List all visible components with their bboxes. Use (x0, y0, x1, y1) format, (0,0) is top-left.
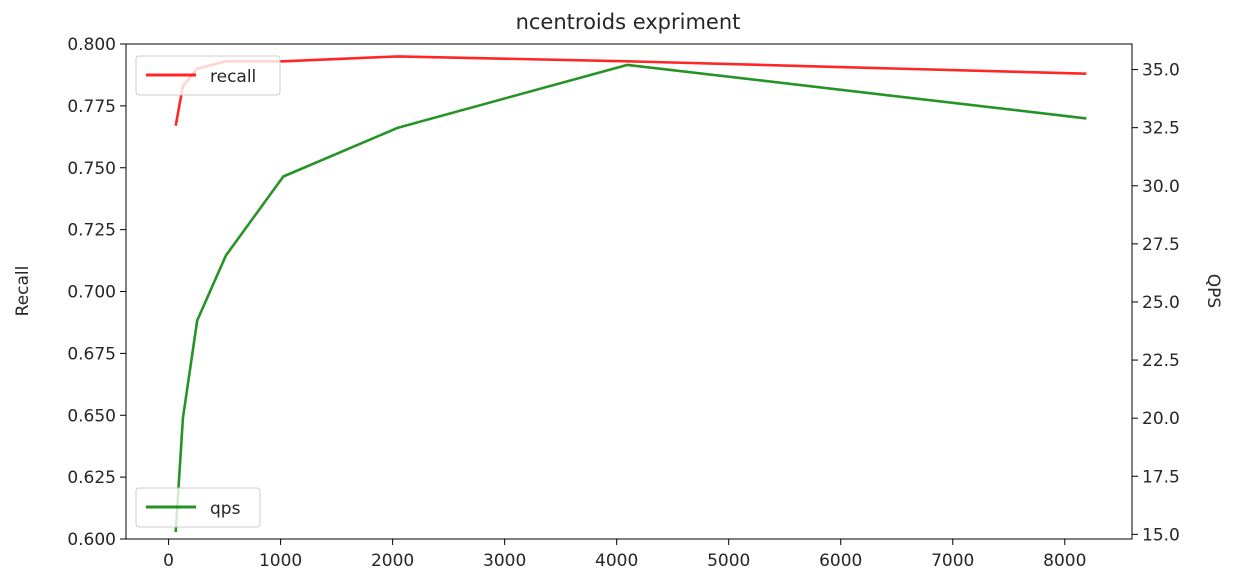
right-y-tick-label: 25.0 (1142, 293, 1180, 313)
right-y-tick-label: 30.0 (1142, 177, 1180, 197)
left-y-tick-label: 0.625 (67, 468, 116, 488)
left-y-tick-label: 0.800 (67, 35, 116, 55)
legend-recall: recall (135, 55, 281, 96)
right-y-tick-label: 22.5 (1142, 351, 1180, 371)
left-y-tick-label: 0.725 (67, 221, 116, 241)
right-y-tick-label: 32.5 (1142, 119, 1180, 139)
legend-box (135, 487, 261, 528)
x-tick-label: 2000 (371, 551, 414, 571)
legend-label-recall: recall (210, 67, 256, 87)
right-y-tick-label: 20.0 (1142, 409, 1180, 429)
left-axis-title: Recall (13, 266, 33, 317)
left-y-tick-label: 0.700 (67, 283, 116, 303)
right-y-tick-label: 35.0 (1142, 61, 1180, 81)
right-y-tick-label: 17.5 (1142, 467, 1180, 487)
x-tick-label: 8000 (1043, 551, 1086, 571)
x-tick-label: 1000 (259, 551, 302, 571)
right-axis-title: QPS (1203, 274, 1223, 308)
left-y-tick-label: 0.675 (67, 344, 116, 364)
x-axis: 0 1000 2000 3000 4000 5000 6000 7000 8000 (163, 539, 1086, 571)
right-y-axis: 15.0 17.5 20.0 22.5 25.0 27.5 30.0 32.5 35.0 (1132, 61, 1180, 545)
x-tick-label: 4000 (595, 551, 638, 571)
x-tick-label: 7000 (931, 551, 974, 571)
left-y-tick-label: 0.650 (67, 406, 116, 426)
x-tick-label: 3000 (483, 551, 526, 571)
series-line-qps (174, 63, 1087, 533)
x-tick-label: 6000 (819, 551, 862, 571)
chart-title: ncentroids expriment (516, 10, 741, 34)
x-tick-label: 5000 (707, 551, 750, 571)
left-y-tick-label: 0.750 (67, 159, 116, 179)
legend-box (135, 55, 281, 96)
right-y-tick-label: 27.5 (1142, 235, 1180, 255)
x-tick-label: 0 (163, 551, 174, 571)
left-y-axis: 0.600 0.625 0.650 0.675 0.700 0.725 0.750 0.775… (67, 35, 126, 550)
left-y-tick-label: 0.600 (67, 530, 116, 550)
left-y-tick-label: 0.775 (67, 97, 116, 117)
legend-qps: qps (135, 487, 261, 528)
legend-label-qps: qps (210, 499, 241, 519)
right-y-tick-label: 15.0 (1142, 525, 1180, 545)
